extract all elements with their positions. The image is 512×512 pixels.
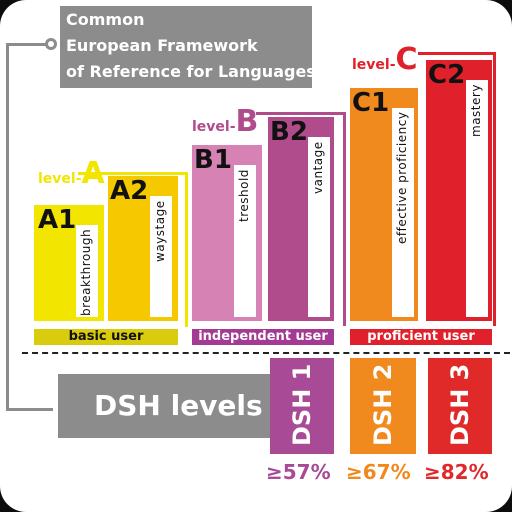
title-line-1: Common — [66, 10, 145, 29]
title-box: Common European Framework of Reference f… — [60, 6, 316, 88]
bar-b2-code: B2 — [270, 117, 308, 147]
group-basic-user: basic user — [34, 329, 178, 345]
bar-b1-code: B1 — [194, 145, 232, 175]
level-c-label: level-C — [352, 42, 418, 77]
bar-b1-label: treshold — [237, 169, 251, 222]
dsh-1-tab: DSH 1 — [270, 358, 334, 454]
dsh-2-tab: DSH 2 — [350, 358, 416, 454]
connector-dot-top — [45, 38, 57, 50]
level-b-frame-top — [256, 112, 346, 115]
bar-b2: B2 vantage — [268, 117, 334, 321]
bar-a1-label: breakthrough — [79, 229, 93, 317]
level-b-frame-side — [343, 112, 346, 326]
dsh-3-threshold: ≥82% — [424, 460, 489, 484]
bar-c2: C2 mastery — [426, 60, 492, 321]
dsh-3-tab: DSH 3 — [428, 358, 492, 454]
group-independent-user: independent user — [192, 329, 334, 345]
dsh-2-label: DSH 2 — [369, 363, 397, 446]
level-b-label: level-B — [192, 104, 259, 139]
bar-a1: A1 breakthrough — [34, 205, 104, 321]
bar-a2-code: A2 — [110, 176, 149, 206]
bar-a2: A2 waystage — [108, 176, 178, 321]
dsh-1-threshold: ≥57% — [266, 460, 331, 484]
group-proficient-user: proficient user — [350, 329, 492, 345]
bar-c2-code: C2 — [428, 60, 466, 90]
bar-b1: B1 treshold — [192, 145, 262, 321]
level-a-frame-side — [185, 172, 188, 327]
bar-c1: C1 effective proficiency — [350, 88, 418, 321]
separator-line — [22, 352, 510, 354]
dsh-3-label: DSH 3 — [446, 363, 474, 446]
dsh-2-threshold: ≥67% — [346, 460, 411, 484]
bar-c1-code: C1 — [352, 88, 390, 118]
bar-b2-label: vantage — [311, 141, 325, 194]
title-line-3: of Reference for Languages — [66, 62, 316, 81]
level-c-frame-side — [493, 52, 496, 326]
bar-a2-label: waystage — [153, 200, 167, 262]
bar-c2-label: mastery — [469, 84, 483, 137]
level-c-frame-top — [418, 52, 496, 55]
level-a-frame-top — [78, 172, 188, 175]
dsh-levels-box: DSH levels — [58, 374, 270, 438]
bar-a1-code: A1 — [38, 205, 77, 235]
bar-c1-label: effective proficiency — [395, 112, 409, 245]
connector-line — [6, 43, 53, 411]
dsh-1-label: DSH 1 — [288, 363, 316, 446]
title-line-2: European Framework — [66, 36, 258, 55]
